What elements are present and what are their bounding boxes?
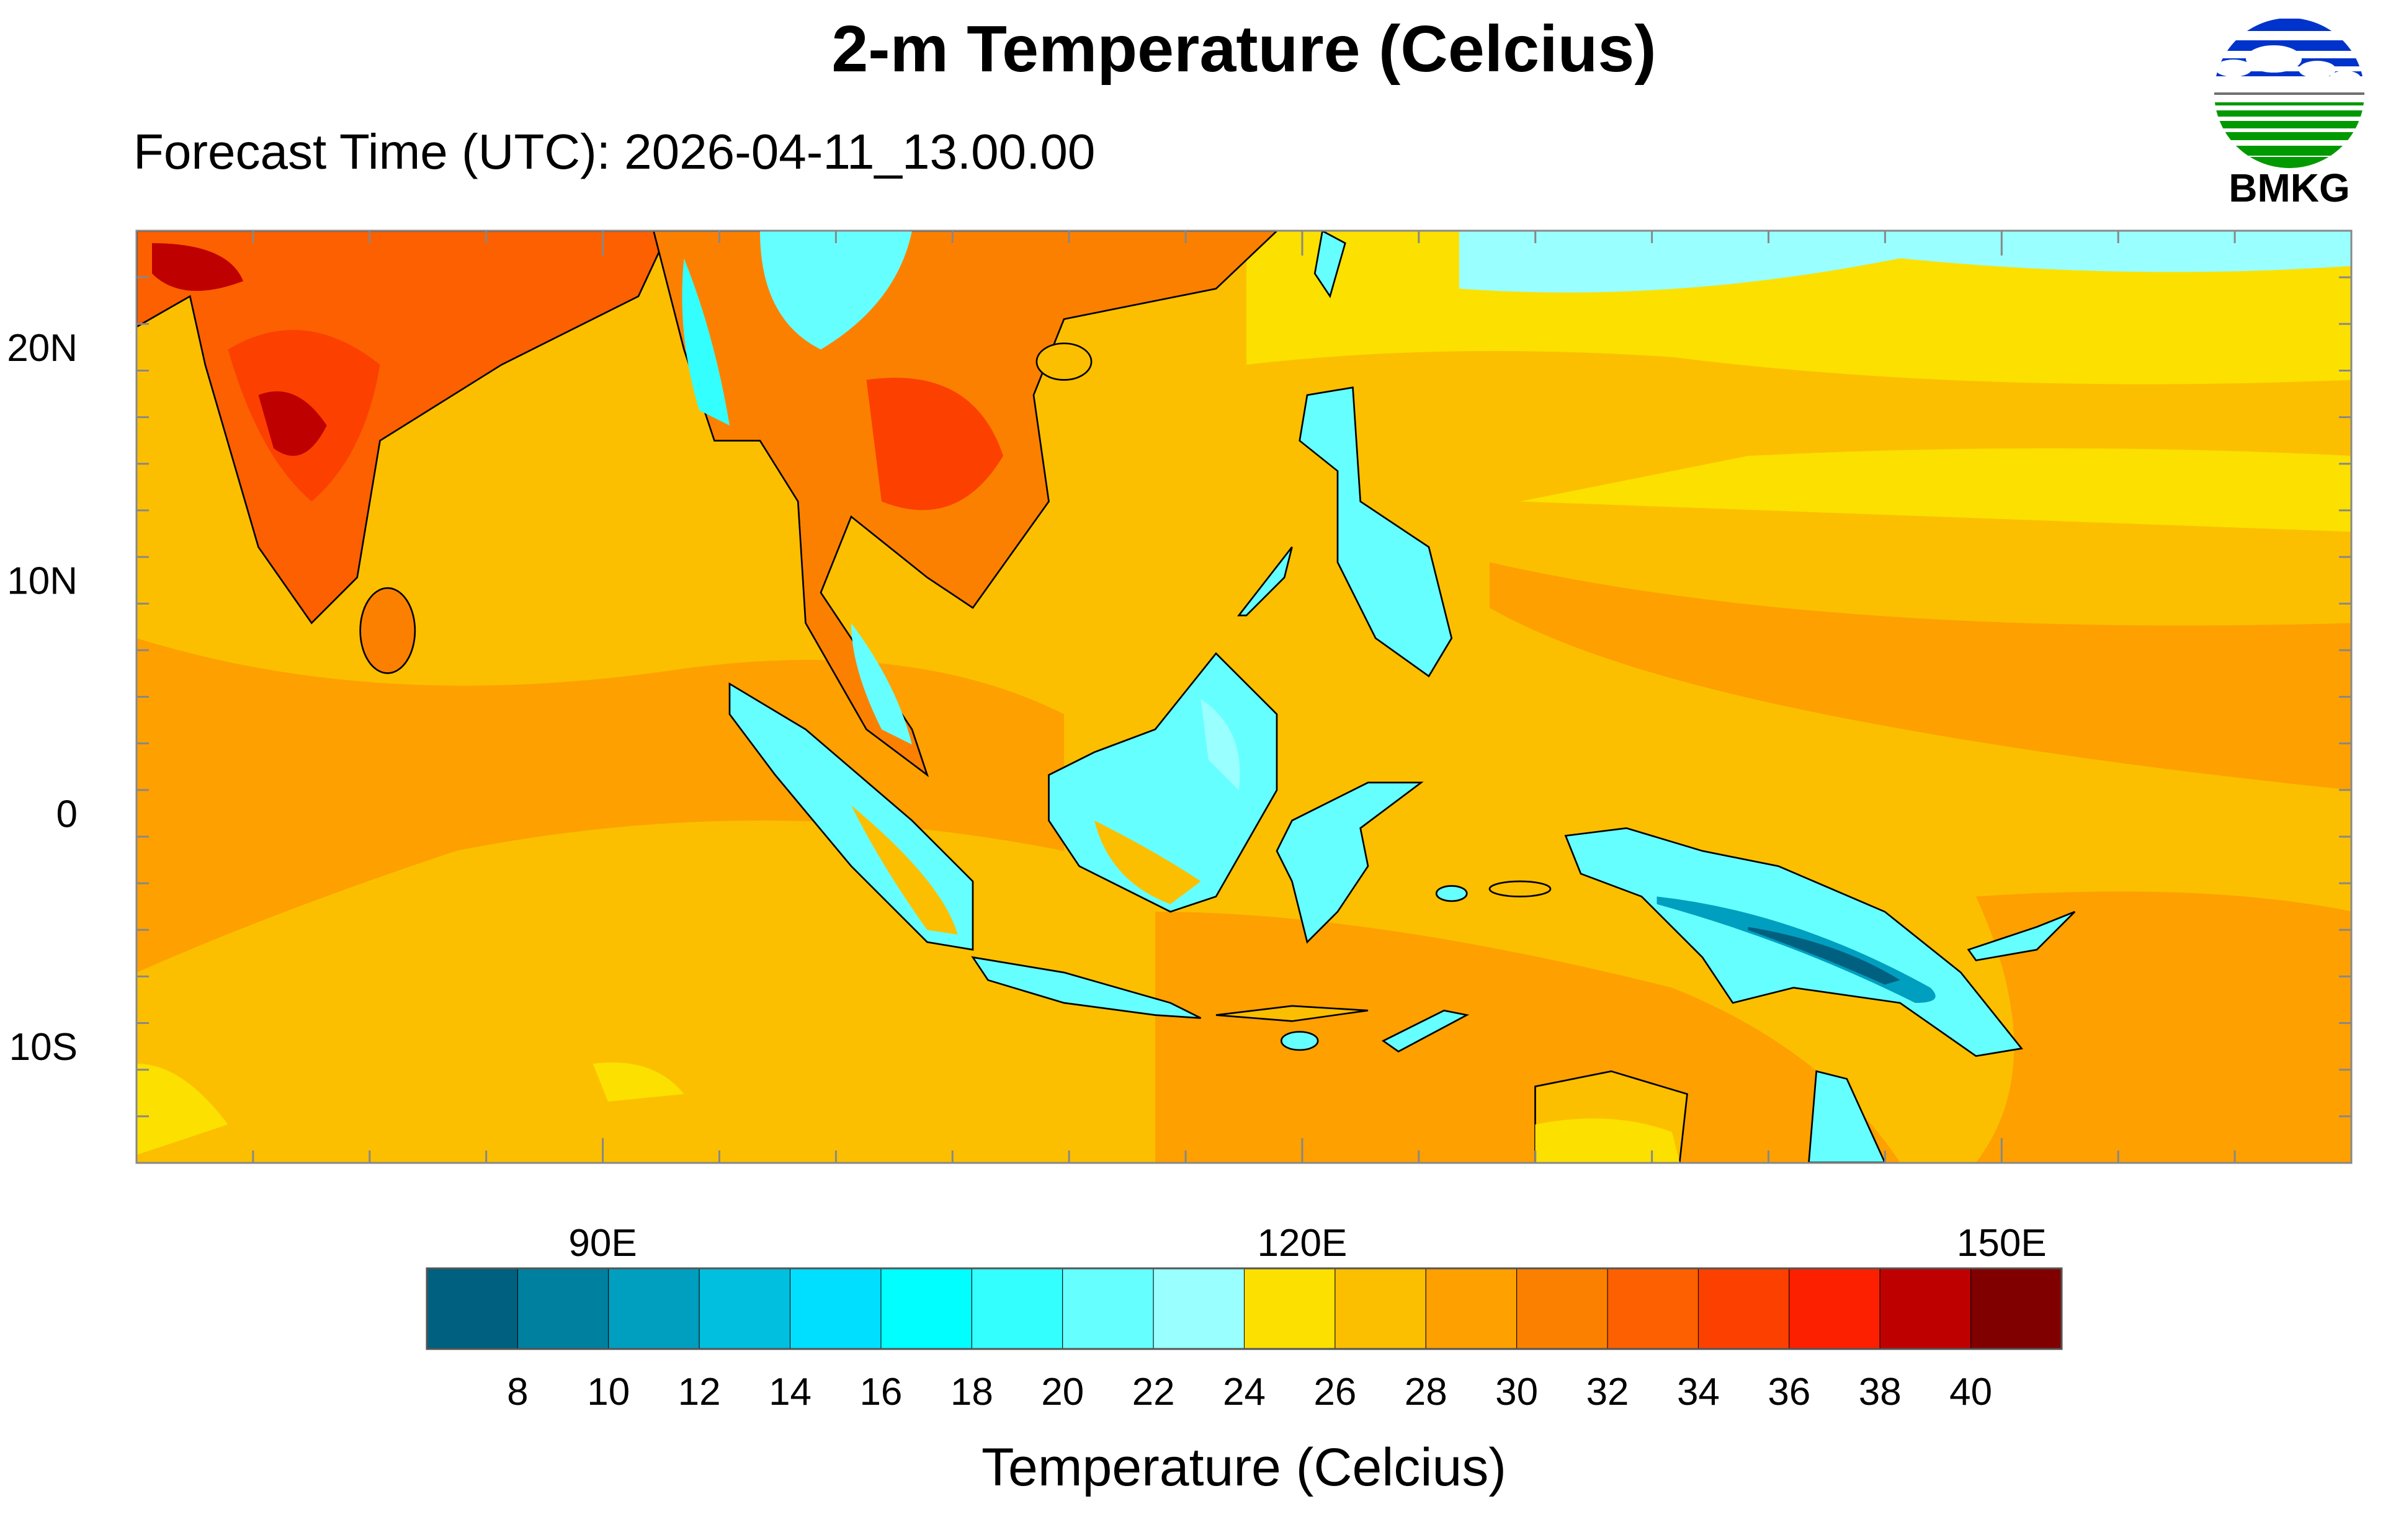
colorbar-title: Temperature (Celcius) [981, 1438, 1506, 1497]
colorbar-tick-label: 28 [1405, 1371, 1447, 1413]
latitude-labels: 20N 10N 0 10S [7, 327, 78, 1069]
lat-label-10s: 10S [9, 1026, 78, 1069]
colorbar-bin [426, 1268, 518, 1350]
colorbar-bin [1516, 1268, 1608, 1350]
colorbar-bin [1970, 1268, 2062, 1350]
land-sulawesi [1276, 781, 1424, 944]
lon-label-150e: 150E [1957, 1222, 2047, 1265]
field-band-26-mid [1520, 448, 2351, 532]
bmkg-logo: BMKG [2214, 19, 2364, 210]
colorbar-tick-label: 40 [1949, 1371, 1992, 1413]
land-philippines [1299, 386, 1453, 678]
figure-title: 2-m Temperature (Celcius) [831, 12, 1656, 86]
colorbar-labels: 8 10 12 14 16 18 20 22 24 26 28 30 32 34 36 38 40 [507, 1371, 1992, 1413]
colorbar-bin [1153, 1268, 1245, 1350]
land-india [136, 231, 670, 625]
colorbar-bin [1697, 1268, 1790, 1350]
colorbar-bin [971, 1268, 1063, 1350]
field-band-30-south [1155, 912, 1900, 1163]
colorbar-bin [1879, 1268, 1972, 1350]
colorbar-bin [1607, 1268, 1699, 1350]
land-java [971, 956, 1202, 1019]
longitude-labels: 90E 120E 150E [568, 1222, 2046, 1265]
field-band-28-south [136, 994, 760, 1163]
colorbar-bin [517, 1268, 609, 1350]
field-band-30-indian [136, 638, 1064, 973]
lat-label-0: 0 [56, 793, 78, 835]
colorbar-frame [426, 1267, 2063, 1350]
axis-ticks [135, 229, 2353, 1164]
colorbar-bin [1789, 1268, 1880, 1350]
lat-label-10n: 10N [7, 560, 78, 603]
colorbar-bin [880, 1268, 972, 1350]
colorbar-bin [1335, 1268, 1426, 1350]
colorbar-tick-label: 12 [678, 1371, 721, 1413]
land-taiwan [1313, 231, 1346, 298]
lon-label-120e: 120E [1258, 1222, 1348, 1265]
land-indochina [653, 231, 1279, 778]
colorbar-tick-label: 32 [1586, 1371, 1629, 1413]
colorbar-bin [1425, 1268, 1518, 1350]
lon-label-90e: 90E [568, 1222, 637, 1265]
colorbar-tick-label: 26 [1313, 1371, 1356, 1413]
colorbar-tick-label: 20 [1041, 1371, 1084, 1413]
colorbar-tick-label: 14 [769, 1371, 811, 1413]
colorbar-bin [790, 1268, 882, 1350]
colorbar-tick-label: 8 [507, 1371, 528, 1413]
colorbar [426, 1267, 2063, 1350]
field-band-30-pacific [1490, 562, 2351, 790]
colorbar-bin [608, 1268, 700, 1350]
colorbar-bin [1062, 1268, 1154, 1350]
colorbar-tick-label: 30 [1495, 1371, 1538, 1413]
colorbar-bin [1244, 1268, 1336, 1350]
lat-label-20n: 20N [7, 327, 78, 370]
colorbar-tick-label: 18 [950, 1371, 993, 1413]
colorbar-tick-label: 24 [1223, 1371, 1266, 1413]
colorbar-tick-label: 36 [1768, 1371, 1810, 1413]
field-band-24-north [1459, 231, 2351, 293]
colorbar-tick-label: 34 [1677, 1371, 1720, 1413]
colorbar-tick-label: 10 [587, 1371, 630, 1413]
land-hainan [1035, 342, 1093, 381]
forecast-time: Forecast Time (UTC): 2026-04-11_13.00.00 [133, 124, 1095, 179]
colorbar-tick-label: 16 [859, 1371, 902, 1413]
temperature-field [136, 231, 2351, 1163]
land-sri-lanka [359, 587, 416, 674]
logo-text: BMKG [2229, 166, 2350, 210]
colorbar-tick-label: 38 [1859, 1371, 1902, 1413]
colorbar-tick-label: 22 [1132, 1371, 1175, 1413]
colorbar-bin [699, 1268, 791, 1350]
